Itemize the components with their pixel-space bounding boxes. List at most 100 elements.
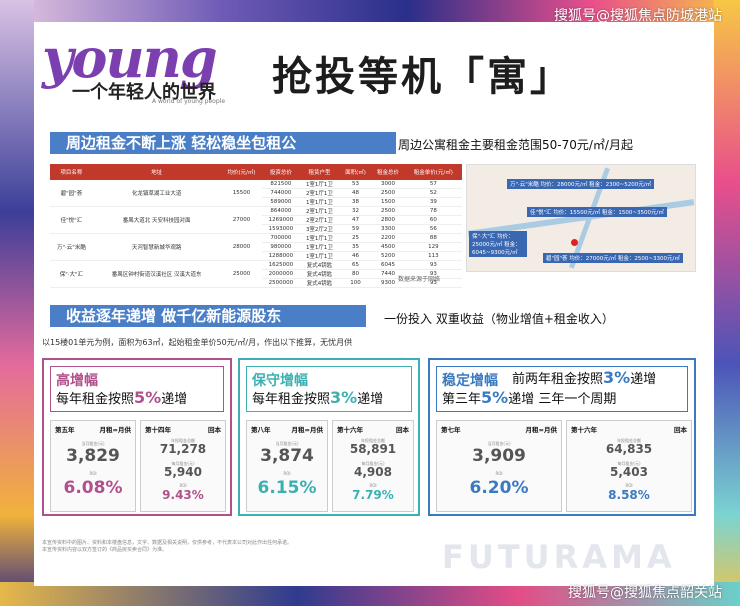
project-name: 万"·云"米酷 [50, 233, 93, 261]
col-label: 月租=月供 [525, 426, 557, 434]
disclaimer-line: 本宣传资料内容以双方签订的《商品房买卖合同》为准。 [42, 547, 168, 553]
card-pct1: 3% [603, 368, 631, 387]
cell: 1593000 [262, 224, 300, 234]
col-year: 第八年 [251, 426, 271, 434]
cell: 7440 [371, 269, 405, 279]
col-tiny: 年投租金总额 [361, 438, 385, 443]
project-price: 25000 [220, 260, 263, 288]
background-bottom [0, 582, 740, 606]
rent-table: 项目名称 地址 均价(元/㎡) 投资总价 租赁户型 面积(㎡) 租金总价 租金单… [50, 164, 462, 288]
cell: 2500000 [262, 278, 300, 288]
cell: 57 [404, 180, 462, 189]
cell: 46 [339, 251, 372, 261]
card-conservative-growth: 保守增幅 每年租金按照3%递增 第八年 月租=月供 当月租金(元) 3,874 R… [238, 358, 420, 516]
col-value2: 5,940 [164, 465, 202, 479]
table-row: 2500000 复式4钥匙 100 9300 93 [50, 278, 462, 288]
col-value: 71,278 [159, 442, 207, 456]
col-year: 第五年 [55, 426, 75, 434]
cell: 4500 [371, 242, 405, 252]
col-year: 第十四年 [145, 426, 171, 434]
card-stable-growth: 稳定增幅 前两年租金按照3%递增 第三年5%递增 三年一个周期 第七年 月租=月供… [428, 358, 696, 516]
col-roi: 8.58% [608, 488, 650, 502]
cell: 2200 [371, 233, 405, 243]
project-name: 保"·大"汇 [50, 260, 93, 288]
brand-watermark: FUTURAMA [442, 538, 676, 576]
cell: 9300 [371, 278, 405, 288]
card-left-col: 第七年 月租=月供 当月租金(元) 3,909 ROI 6.20% [436, 420, 562, 512]
headline: 抢投等机「寓」 [272, 54, 573, 100]
cell: 1室1厅1卫 [299, 251, 340, 261]
cell: 1室1厅1卫 [299, 242, 340, 252]
section1-note: 周边公寓租金主要租金范围50-70元/㎡/月起 [398, 138, 633, 152]
card-pct2: 5% [481, 388, 509, 407]
card-line1-b: 递增 [630, 372, 657, 387]
disclaimer-line: 本宣传资料中的图片、资料和本楼盘信息，文字、数据及相关说明，仅供参考，不代表本公… [42, 540, 293, 546]
location-map: 万"·云"米酷 均价：28000元/㎡ 租金：2300~5200元/㎡ 佳"悦"… [466, 164, 696, 272]
project-address: 番禺区钟村街道汉溪社区 汉溪大道东 [92, 260, 221, 288]
cell: 1625000 [262, 260, 300, 270]
col-roi: 6.08% [63, 478, 123, 498]
card-left-col: 第五年 月租=月供 当月租金(元) 3,829 ROI 6.08% [50, 420, 136, 512]
cell: 744000 [262, 188, 300, 198]
watermark-top: 搜狐号@搜狐焦点防城港站 [554, 8, 722, 24]
col-tiny: 当月租金(元) [275, 441, 299, 446]
card-line1-a: 前两年租金按照 [512, 372, 604, 387]
table-row: 佳"悦"汇 番禺大道北 天安科技园对面 27000 864000 2室1厅1卫 32… [50, 206, 462, 234]
col-tiny: ROI [625, 483, 633, 488]
card-line1: 每年租金按照5%递增 [56, 388, 187, 407]
table-row: 保"·大"汇 番禺区钟村街道汉溪社区 汉溪大道东 25000 1625000 复式… [50, 260, 462, 288]
col-header: 第五年 月租=月供 [55, 424, 131, 434]
rent-th: 地址 [92, 164, 221, 180]
map-label: 万"·云"米酷 均价：28000元/㎡ 租金：2300~5200元/㎡ [507, 179, 655, 189]
cell: 65 [339, 260, 372, 270]
calc-note: 以15楼01单元为例，面积为63㎡，起始租金单价50元/㎡/月，作出以下推算，无… [42, 338, 353, 347]
project-price: 15500 [220, 180, 263, 207]
col-label: 回本 [208, 426, 221, 434]
rent-th: 项目名称 [50, 164, 93, 180]
cell: 复式4钥匙 [299, 260, 340, 270]
table-row: 万"·云"米酷 天河智慧新城华观路 28000 700000 1室1厅1卫 25 22… [50, 233, 462, 261]
cell: 35 [339, 242, 372, 252]
col-tiny: 每月租金(元) [617, 461, 641, 466]
map-label: 保"·大"汇 均价：25000元/㎡ 租金：6045~9300元/㎡ [469, 231, 527, 257]
cell: 复式4钥匙 [299, 269, 340, 279]
watermark-bottom: 搜狐号@搜狐焦点韶关站 [568, 585, 722, 601]
card-line2-a: 第三年 [442, 392, 482, 407]
card-line1: 前两年租金按照3%递增 [512, 368, 656, 387]
cell: 56 [404, 224, 462, 234]
card-line1-a: 每年租金按照 [56, 392, 135, 407]
cell: 864000 [262, 206, 300, 216]
section2-note: 一份投入 双重收益（物业增值+租金收入） [384, 312, 614, 326]
card-line1-a: 每年租金按照 [252, 392, 331, 407]
card-title: 高增幅 [56, 373, 98, 389]
col-label: 月租=月供 [99, 426, 131, 434]
col-label: 回本 [396, 426, 409, 434]
card-right-col: 第十六年 回本 年投租金总额 64,835 每月租金(元) 5,403 ROI 8… [566, 420, 692, 512]
col-header: 第七年 月租=月供 [441, 424, 557, 434]
col-value: 3,909 [472, 446, 526, 466]
col-tiny: 年投租金总额 [617, 438, 641, 443]
cell: 60 [404, 215, 462, 225]
cell: 47 [339, 215, 372, 225]
rent-th: 租金总价 [371, 164, 405, 180]
cell: 78 [404, 206, 462, 216]
cell: 2室1厅1卫 [299, 188, 340, 198]
col-year: 第十六年 [337, 426, 363, 434]
section2-title: 收益逐年递增 做千亿新能源股东 [50, 305, 366, 327]
card-title-box [246, 366, 412, 412]
cell: 2800 [371, 215, 405, 225]
disclaimer: 本宣传资料中的图片、资料和本楼盘信息，文字、数据及相关说明，仅供参考，不代表本公… [42, 540, 292, 554]
col-tiny: ROI [369, 483, 377, 488]
project-address: 番禺大道北 天安科技园对面 [92, 206, 221, 234]
cell: 100 [339, 278, 372, 288]
section1-title: 周边租金不断上涨 轻松稳坐包租公 [50, 132, 396, 154]
cell: 93 [404, 260, 462, 270]
card-title-box [436, 366, 688, 412]
cell: 1500 [371, 197, 405, 207]
cell: 48 [339, 188, 372, 198]
cell: 589000 [262, 197, 300, 207]
col-tiny: 每月租金(元) [171, 461, 195, 466]
rent-th: 租赁户型 [299, 164, 340, 180]
rent-th: 均价(元/㎡) [220, 164, 263, 180]
cell: 25 [339, 233, 372, 243]
